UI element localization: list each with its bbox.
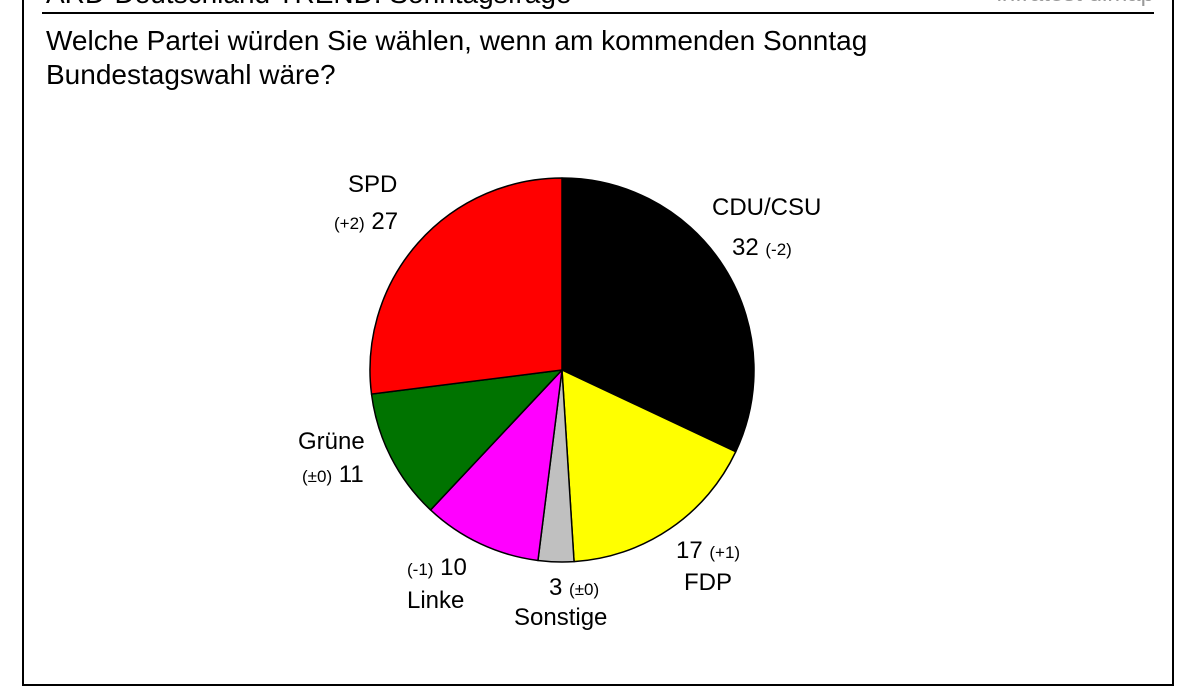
pie-slice-linke (429, 369, 563, 562)
pie-slice-spd (369, 177, 563, 395)
label-fdp-value: 17 (676, 537, 703, 564)
survey-question: Welche Partei würden Sie wählen, wenn am… (46, 25, 868, 90)
title-rule (42, 12, 1154, 14)
label-gruene-name: Grüne (298, 428, 365, 455)
label-linke-value-row: (-1) 10 (407, 554, 467, 584)
label-fdp-name: FDP (684, 569, 732, 596)
label-spd-value: 27 (371, 208, 399, 235)
label-fdp-value-row: 17 (+1) (676, 537, 740, 567)
label-fdp-change: (+1) (709, 543, 741, 562)
label-sonstige-value: 3 (549, 574, 563, 601)
label-gruene-change: (±0) (302, 467, 333, 486)
label-cducsu-change: (-2) (765, 240, 792, 259)
pie-slice-gr-ne (370, 369, 563, 511)
label-linke-name: Linke (407, 587, 465, 614)
label-spd-change: (+2) (334, 214, 365, 233)
label-cducsu-value-row: 32 (-2) (732, 234, 792, 264)
source-label: infratest dimap (997, 0, 1154, 8)
label-spd-value-row: (+2) 27 (334, 208, 398, 238)
label-sonstige-value-row: 3 (±0) (549, 574, 599, 604)
label-spd-name: SPD (348, 171, 398, 198)
label-gruene-value: 11 (338, 461, 364, 488)
chart-title: ARD-Deutschland TREND: Sonntagsfrage (46, 0, 572, 10)
label-sonstige-name: Sonstige (514, 604, 608, 631)
label-cducsu-name: CDU/CSU (712, 194, 822, 221)
label-linke-change: (-1) (407, 560, 434, 579)
label-gruene-value-row: (±0) 11 (302, 461, 364, 491)
pie-slice-fdp (561, 369, 737, 563)
pie-slice-cdu-csu (561, 177, 755, 453)
label-cducsu-value: 32 (732, 234, 759, 261)
label-linke-value: 10 (440, 554, 467, 581)
label-sonstige-change: (±0) (569, 580, 600, 599)
